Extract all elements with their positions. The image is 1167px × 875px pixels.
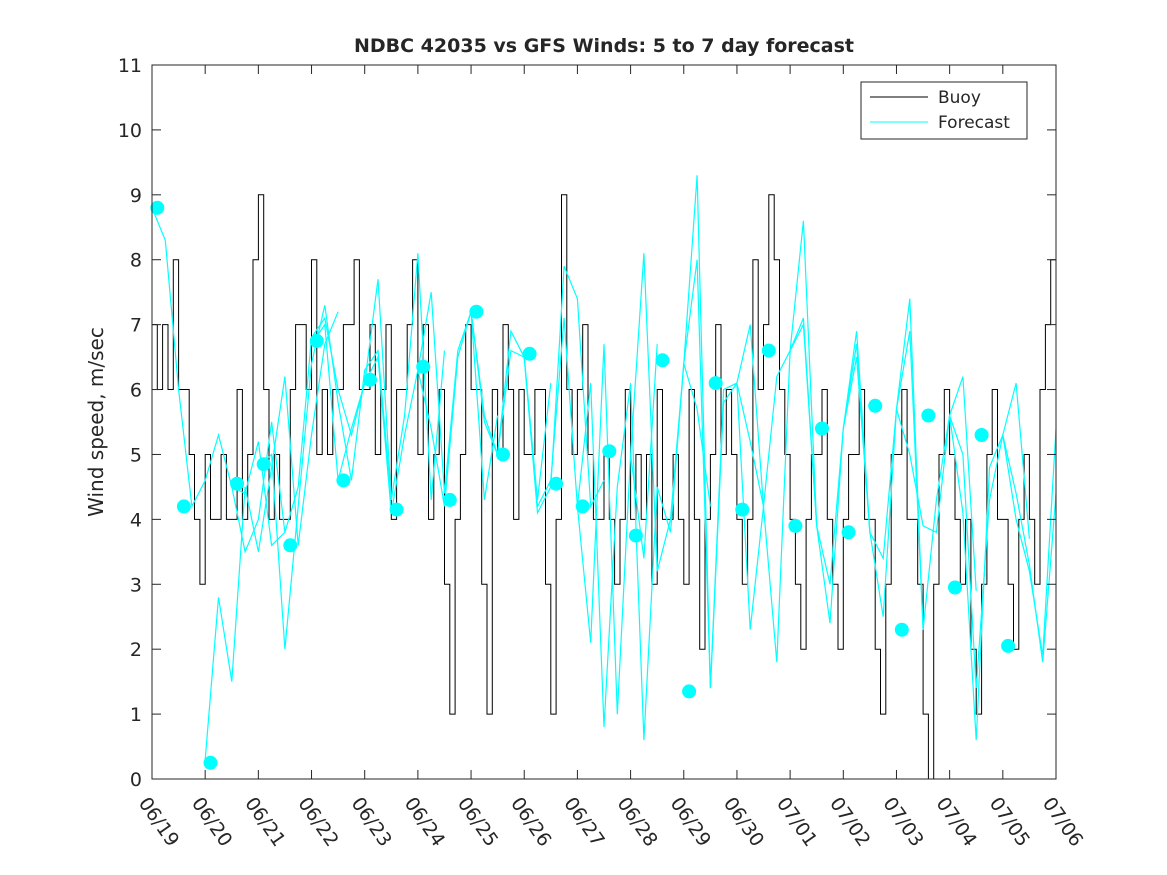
legend-box bbox=[860, 81, 1028, 140]
y-tick-label: 5 bbox=[130, 444, 142, 466]
x-tick-label: 07/06 bbox=[1038, 793, 1087, 850]
y-tick-label: 10 bbox=[118, 120, 142, 142]
x-tick-label: 06/20 bbox=[187, 793, 236, 850]
forecast-marker bbox=[682, 684, 697, 699]
forecast-marker bbox=[230, 476, 245, 491]
forecast-run-line bbox=[1002, 434, 1057, 663]
forecast-marker bbox=[549, 476, 564, 491]
buoy-series bbox=[152, 194, 1057, 780]
y-axis: 0 1 2 3 4 5 6 7 8 9 10 11 bbox=[118, 55, 1056, 791]
y-tick-label: 0 bbox=[130, 769, 142, 791]
y-tick-label: 8 bbox=[130, 250, 142, 272]
buoy-line bbox=[152, 194, 1057, 780]
forecast-marker bbox=[442, 492, 457, 507]
forecast-marker bbox=[602, 444, 617, 459]
x-tick-label: 07/02 bbox=[825, 793, 874, 850]
y-tick-label: 1 bbox=[130, 704, 142, 726]
forecast-markers bbox=[150, 200, 1016, 770]
forecast-marker bbox=[389, 502, 404, 517]
forecast-marker bbox=[416, 359, 431, 374]
x-tick-label: 07/01 bbox=[772, 793, 821, 850]
x-tick-label: 06/24 bbox=[400, 793, 449, 850]
forecast-marker bbox=[1001, 638, 1016, 653]
forecast-marker bbox=[256, 457, 271, 472]
forecast-run-line bbox=[842, 330, 977, 630]
forecast-marker bbox=[203, 755, 218, 770]
y-tick-label: 11 bbox=[118, 55, 142, 77]
y-axis-label: Wind speed, m/sec bbox=[84, 327, 108, 517]
forecast-marker bbox=[948, 580, 962, 595]
y-tick-label: 7 bbox=[130, 315, 142, 337]
forecast-run-line bbox=[630, 253, 765, 689]
x-tick-label: 06/19 bbox=[134, 793, 183, 850]
x-tick-label: 06/28 bbox=[612, 793, 661, 850]
forecast-run-line bbox=[151, 207, 286, 547]
forecast-series bbox=[151, 175, 1057, 760]
plot-frame bbox=[151, 64, 1057, 780]
forecast-marker bbox=[894, 622, 909, 637]
forecast-marker bbox=[363, 372, 377, 387]
forecast-marker bbox=[761, 343, 776, 358]
forecast-marker bbox=[469, 304, 484, 319]
forecast-marker bbox=[841, 525, 856, 540]
x-tick-label: 06/23 bbox=[347, 793, 396, 850]
forecast-run-line bbox=[257, 305, 392, 650]
x-tick-label: 06/27 bbox=[559, 793, 608, 850]
forecast-marker bbox=[150, 200, 165, 215]
legend: Buoy Forecast bbox=[860, 81, 1028, 140]
forecast-run-line bbox=[231, 316, 366, 554]
forecast-marker bbox=[336, 473, 351, 488]
forecast-marker bbox=[628, 528, 643, 543]
forecast-marker bbox=[283, 538, 298, 553]
chart-title: NDBC 42035 vs GFS Winds: 5 to 7 day fore… bbox=[354, 35, 854, 57]
y-tick-label: 6 bbox=[130, 380, 142, 402]
forecast-marker bbox=[176, 499, 191, 514]
y-tick-label: 2 bbox=[130, 639, 142, 661]
forecast-marker bbox=[974, 428, 989, 442]
x-tick-label: 06/21 bbox=[240, 793, 289, 850]
forecast-run-line bbox=[204, 311, 339, 760]
y-tick-label: 9 bbox=[130, 185, 142, 207]
forecast-marker bbox=[788, 518, 803, 533]
forecast-run-line bbox=[576, 363, 711, 741]
forecast-run-line bbox=[789, 298, 924, 630]
x-tick-label: 06/26 bbox=[506, 793, 555, 850]
forecast-run-line bbox=[311, 253, 446, 500]
plot-area bbox=[152, 65, 1056, 779]
forecast-marker bbox=[708, 376, 723, 391]
forecast-marker bbox=[309, 333, 324, 348]
forecast-marker bbox=[496, 447, 510, 462]
forecast-run-line bbox=[470, 265, 605, 516]
forecast-run-line bbox=[683, 175, 818, 689]
x-tick-label: 06/25 bbox=[453, 793, 502, 850]
forecast-marker bbox=[655, 353, 670, 368]
x-tick-label: 06/30 bbox=[719, 793, 768, 850]
y-tick-label: 4 bbox=[130, 509, 142, 531]
forecast-run-line bbox=[364, 292, 499, 514]
forecast-marker bbox=[868, 398, 883, 413]
legend-forecast-label: Forecast bbox=[938, 113, 1010, 133]
forecast-marker bbox=[522, 346, 537, 361]
forecast-run-line bbox=[895, 382, 1030, 689]
x-tick-label: 07/05 bbox=[985, 793, 1034, 850]
x-tick-label: 07/04 bbox=[932, 793, 981, 850]
x-tick-label: 06/22 bbox=[293, 793, 342, 850]
forecast-marker bbox=[815, 421, 829, 436]
x-tick-label: 06/29 bbox=[666, 793, 715, 850]
forecast-marker bbox=[921, 408, 936, 423]
forecast-marker bbox=[735, 502, 750, 517]
legend-buoy-label: Buoy bbox=[938, 88, 981, 108]
x-tick-label: 07/03 bbox=[878, 793, 927, 850]
y-tick-label: 3 bbox=[130, 574, 142, 596]
forecast-marker bbox=[575, 499, 590, 514]
